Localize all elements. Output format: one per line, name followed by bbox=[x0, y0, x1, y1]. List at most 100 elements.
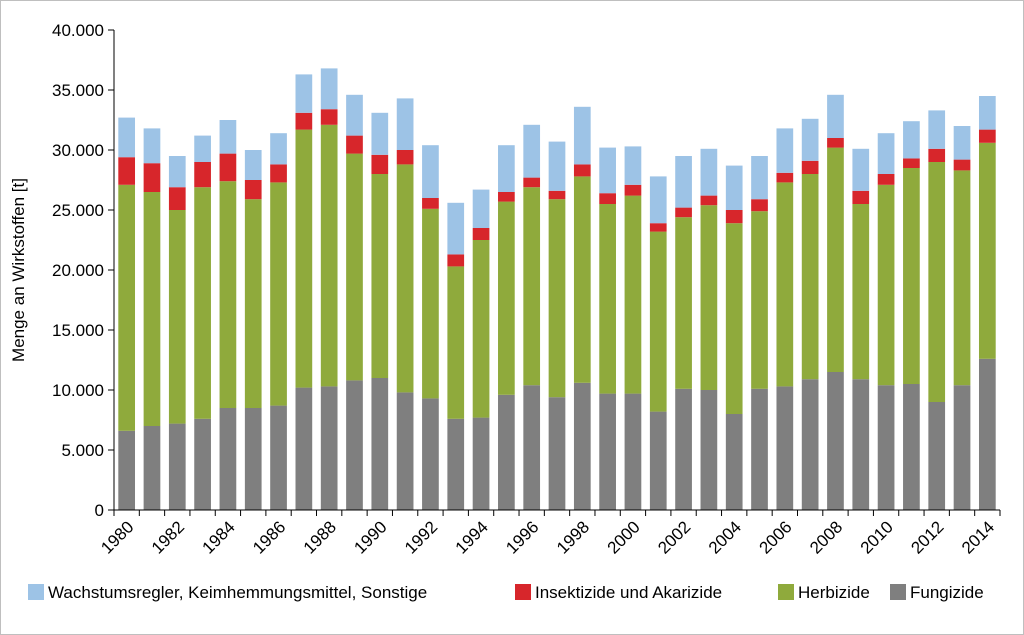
bar-segment bbox=[624, 184, 642, 196]
bar-segment bbox=[675, 217, 692, 389]
bar-segment bbox=[599, 204, 616, 394]
bar-segment bbox=[953, 170, 971, 386]
bar-segment bbox=[700, 148, 718, 196]
bar-segment bbox=[472, 417, 490, 510]
bar-segment bbox=[219, 120, 237, 154]
legend-swatch bbox=[28, 584, 44, 600]
x-tick-label: 1988 bbox=[300, 517, 340, 557]
bar-segment bbox=[472, 228, 490, 240]
x-tick-label: 2014 bbox=[958, 517, 998, 557]
bar-segment bbox=[194, 418, 211, 510]
bar-segment bbox=[219, 153, 237, 182]
x-tick-label: 1982 bbox=[148, 517, 188, 557]
bar-segment bbox=[649, 411, 667, 510]
bar-segment bbox=[852, 190, 870, 204]
bar-segment bbox=[903, 168, 920, 384]
bar-segment bbox=[422, 398, 439, 510]
y-tick-label: 0 bbox=[95, 501, 104, 520]
bar-segment bbox=[118, 430, 136, 510]
bar-segment bbox=[396, 150, 414, 165]
bar-segment bbox=[498, 145, 515, 192]
bar-segment bbox=[447, 418, 465, 510]
bar-segment bbox=[725, 223, 743, 414]
legend-label: Herbizide bbox=[798, 583, 870, 602]
bar-segment bbox=[472, 240, 490, 418]
x-tick-label: 1986 bbox=[249, 517, 289, 557]
bar-segment bbox=[573, 106, 591, 165]
bar-segment bbox=[953, 385, 971, 510]
bar-segment bbox=[498, 192, 515, 202]
bar-segment bbox=[725, 165, 743, 210]
bar-segment bbox=[751, 211, 768, 389]
bar-segment bbox=[624, 146, 642, 185]
bar-segment bbox=[396, 98, 414, 150]
x-tick-label: 2004 bbox=[705, 517, 745, 557]
bar-segment bbox=[978, 129, 996, 143]
bar-segment bbox=[168, 423, 186, 510]
bar-segment bbox=[978, 96, 996, 130]
legend-label: Fungizide bbox=[910, 583, 984, 602]
bar-segment bbox=[827, 138, 844, 148]
bar-segment bbox=[118, 157, 136, 185]
bar-segment bbox=[219, 408, 237, 510]
x-tick-label: 2012 bbox=[907, 517, 947, 557]
bar-segment bbox=[776, 172, 794, 183]
bar-segment bbox=[700, 390, 718, 510]
bar-segment bbox=[675, 207, 692, 218]
bar-segment bbox=[599, 393, 616, 510]
y-axis-title: Menge an Wirkstoffen [t] bbox=[9, 178, 28, 362]
bar-segment bbox=[194, 135, 211, 162]
legend-swatch bbox=[515, 584, 531, 600]
x-tick-label: 1984 bbox=[199, 517, 239, 557]
x-tick-label: 1992 bbox=[401, 517, 441, 557]
bar-segment bbox=[877, 385, 895, 510]
bar-segment bbox=[523, 385, 541, 510]
bar-segment bbox=[978, 142, 996, 359]
bar-segment bbox=[801, 379, 819, 510]
bar-segment bbox=[295, 387, 313, 510]
bar-segment bbox=[447, 202, 465, 255]
x-tick-label: 1996 bbox=[502, 517, 542, 557]
bar-segment bbox=[827, 147, 844, 372]
bar-segment bbox=[168, 156, 186, 188]
bar-segment bbox=[168, 210, 186, 424]
bar-segment bbox=[371, 378, 389, 510]
bar-segment bbox=[649, 223, 667, 232]
bar-segment bbox=[143, 192, 161, 426]
bar-segment bbox=[194, 187, 211, 419]
x-tick-label: 2000 bbox=[604, 517, 644, 557]
x-axis: 1980 1982 1984 1986 1988 1990 1992 1994 1996 1998… bbox=[97, 509, 1001, 558]
bar-segment bbox=[751, 388, 768, 510]
y-tick-label: 10.000 bbox=[52, 381, 104, 400]
bar-segment bbox=[371, 112, 389, 155]
bar-segment bbox=[498, 394, 515, 510]
bar-segment bbox=[118, 117, 136, 158]
bar-segment bbox=[346, 153, 363, 381]
legend-label: Insektizide und Akarizide bbox=[535, 583, 722, 602]
bar-segment bbox=[143, 426, 161, 510]
bar-segment bbox=[244, 199, 262, 408]
bar-segment bbox=[725, 210, 743, 224]
bar-segment bbox=[447, 254, 465, 267]
bar-segment bbox=[903, 158, 920, 168]
bar-segment bbox=[447, 266, 465, 419]
bar-segment bbox=[928, 148, 946, 162]
bar-segment bbox=[548, 397, 566, 510]
bar-segment bbox=[877, 133, 895, 174]
y-tick-label: 35.000 bbox=[52, 81, 104, 100]
bar-segment bbox=[270, 182, 287, 406]
bar-segment bbox=[371, 174, 389, 378]
bar-segment bbox=[877, 184, 895, 386]
bar-segment bbox=[928, 110, 946, 149]
bar-segment bbox=[346, 135, 363, 154]
legend-swatch bbox=[890, 584, 906, 600]
bar-segment bbox=[320, 386, 338, 510]
bar-segment bbox=[903, 121, 920, 159]
bar-segment bbox=[751, 199, 768, 212]
x-tick-label: 2010 bbox=[857, 517, 897, 557]
bar-segment bbox=[953, 159, 971, 171]
x-tick-label: 1998 bbox=[553, 517, 593, 557]
bar-segment bbox=[320, 109, 338, 125]
bar-segment bbox=[649, 176, 667, 224]
